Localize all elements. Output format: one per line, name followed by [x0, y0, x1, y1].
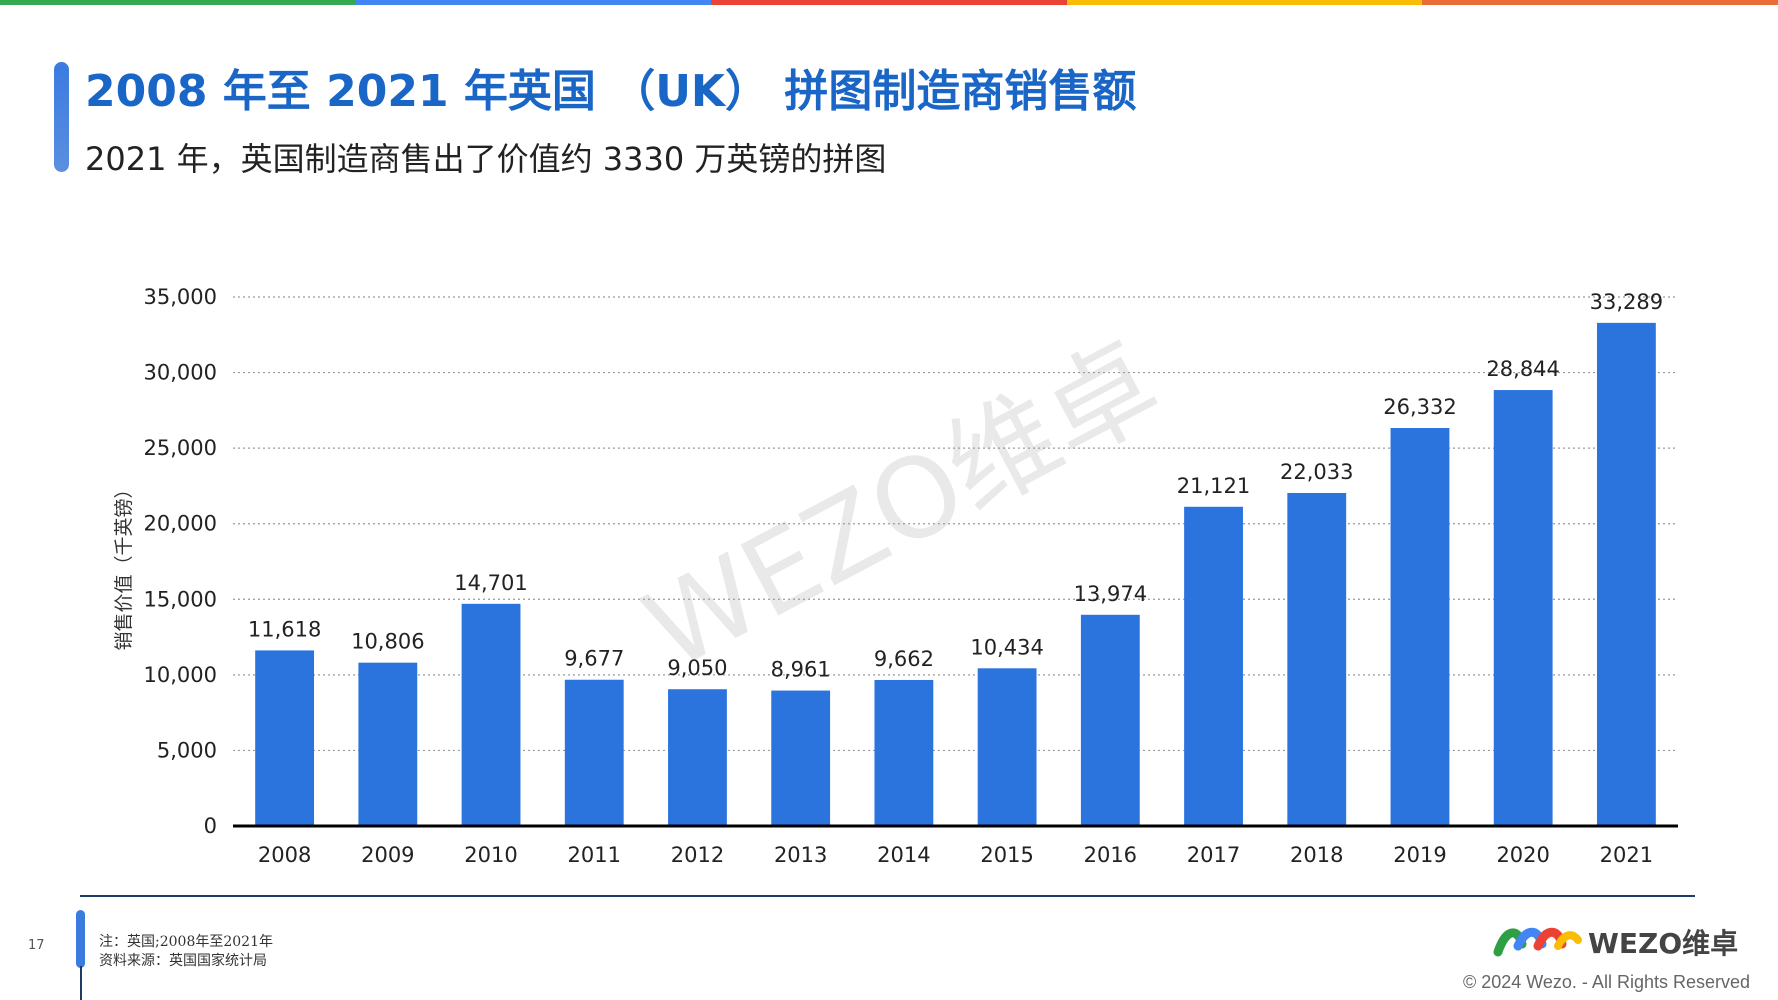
page-number: 17 — [28, 938, 45, 953]
data-label: 10,806 — [351, 630, 424, 654]
data-label: 10,434 — [970, 635, 1043, 659]
top-color-stripe — [0, 0, 1778, 5]
x-tick-label: 2014 — [877, 843, 930, 867]
stripe-red — [711, 0, 1067, 5]
data-label: 22,033 — [1280, 460, 1353, 484]
page-title: 2008 年至 2021 年英国 （UK） 拼图制造商销售额 — [85, 66, 1137, 117]
bar-2014 — [874, 679, 934, 826]
bar-2018 — [1287, 492, 1347, 826]
title-accent-bar — [54, 62, 69, 172]
y-tick-label: 0 — [204, 814, 217, 838]
data-label: 14,701 — [454, 571, 527, 595]
data-label: 8,961 — [771, 658, 831, 682]
x-tick-label: 2016 — [1084, 843, 1137, 867]
footer-divider — [80, 895, 1695, 897]
x-tick-label: 2009 — [361, 843, 414, 867]
y-tick-label: 30,000 — [144, 361, 217, 385]
data-label: 13,974 — [1074, 582, 1147, 606]
x-tick-label: 2010 — [464, 843, 517, 867]
data-label: 21,121 — [1177, 474, 1250, 498]
bar-2019 — [1390, 428, 1450, 826]
wezo-logo: WEZO维卓 — [1492, 922, 1738, 962]
y-tick-label: 25,000 — [144, 436, 217, 460]
data-label: 9,050 — [667, 656, 727, 680]
bar-2012 — [668, 689, 727, 826]
stripe-green — [0, 0, 356, 5]
bar-2016 — [1080, 614, 1140, 826]
bar-2011 — [564, 679, 624, 826]
x-tick-label: 2015 — [980, 843, 1033, 867]
y-tick-label: 10,000 — [144, 663, 217, 687]
stripe-yellow — [1066, 0, 1423, 5]
stripe-orange — [1422, 0, 1778, 5]
x-tick-label: 2018 — [1290, 843, 1343, 867]
logo-text: WEZO维卓 — [1588, 927, 1739, 960]
data-label: 9,662 — [874, 647, 934, 671]
data-label: 11,618 — [248, 617, 321, 641]
y-tick-label: 20,000 — [144, 512, 217, 536]
footnotes: 注：英国;2008年至2021年 资料来源：英国国家统计局 — [99, 933, 273, 971]
x-tick-label: 2019 — [1393, 843, 1446, 867]
bar-2008 — [255, 650, 315, 826]
bar-2015 — [977, 668, 1037, 826]
y-axis-label: 销售价值（千英镑） — [113, 479, 135, 650]
y-tick-label: 5,000 — [157, 738, 217, 762]
bar-2010 — [461, 603, 521, 826]
data-label: 9,677 — [564, 647, 624, 671]
x-tick-label: 2020 — [1496, 843, 1549, 867]
y-tick-label: 15,000 — [144, 587, 217, 611]
copyright-text: © 2024 Wezo. - All Rights Reserved — [1462, 972, 1750, 992]
stripe-blue — [355, 0, 712, 5]
note-connector-line — [80, 966, 82, 1000]
bar-2009 — [358, 662, 418, 826]
bar-2021 — [1596, 322, 1656, 826]
bar-2013 — [771, 690, 831, 826]
bar-2017 — [1184, 506, 1243, 826]
x-tick-label: 2021 — [1600, 843, 1653, 867]
x-tick-label: 2008 — [258, 843, 311, 867]
note-text: 注：英国;2008年至2021年 — [99, 934, 273, 950]
x-tick-label: 2017 — [1187, 843, 1240, 867]
y-tick-label: 35,000 — [144, 285, 217, 309]
data-label: 33,289 — [1590, 290, 1663, 314]
x-tick-label: 2013 — [774, 843, 827, 867]
data-label: 28,844 — [1486, 357, 1559, 381]
wezo-logo-icon — [1493, 927, 1582, 957]
x-tick-label: 2012 — [671, 843, 724, 867]
x-tick-label: 2011 — [568, 843, 621, 867]
data-label: 26,332 — [1383, 395, 1456, 419]
bar-2020 — [1493, 390, 1553, 826]
note-accent-bar — [76, 910, 85, 968]
page-subtitle: 2021 年，英国制造商售出了价值约 3330 万英镑的拼图 — [85, 140, 887, 178]
source-text: 资料来源：英国国家统计局 — [99, 953, 267, 969]
